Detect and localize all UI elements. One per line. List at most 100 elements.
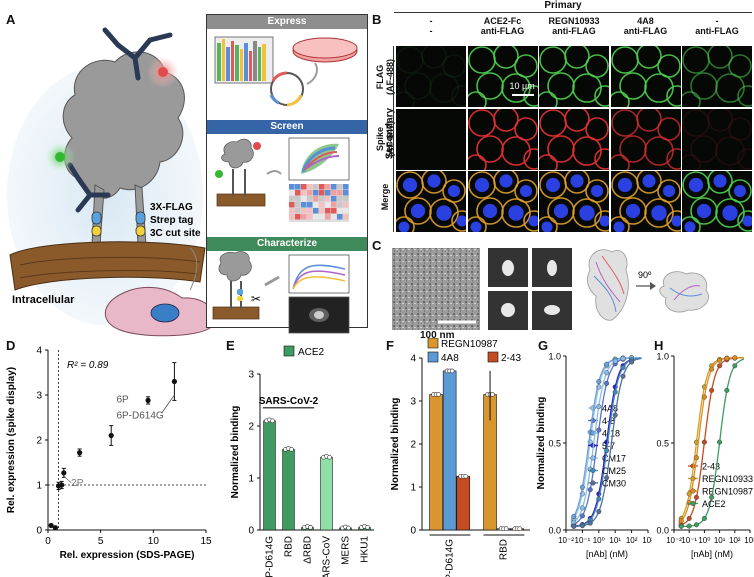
category-label: MERS xyxy=(341,536,352,565)
scalebar-label: 10 µm xyxy=(509,81,535,91)
x-tick-label: 10⁻¹ xyxy=(575,536,591,545)
legend-label: 5-7 xyxy=(602,441,615,451)
heatmap-cell xyxy=(337,184,343,190)
cell-membrane xyxy=(442,54,466,78)
cell-membrane xyxy=(585,179,609,203)
heatmap-cell xyxy=(337,208,343,214)
nucleus xyxy=(498,174,513,188)
cell-membrane xyxy=(564,108,590,132)
data-point xyxy=(48,522,54,529)
heatmap-cell xyxy=(307,208,313,214)
legend-label: REGN10933 xyxy=(702,474,753,484)
heatmap-cell xyxy=(331,202,337,208)
nucleus xyxy=(713,174,727,188)
tag-label-3c: 3C cut site xyxy=(150,228,201,239)
cell-membrane xyxy=(404,72,432,100)
data-point xyxy=(604,380,610,386)
cell-membrane xyxy=(572,135,602,166)
cell-membrane xyxy=(707,108,733,132)
category-label: 6P-D614G xyxy=(265,536,276,577)
workflow-express-header: Express xyxy=(207,15,367,29)
heatmap-cell xyxy=(307,184,313,190)
nucleus xyxy=(470,221,481,232)
data-point xyxy=(629,359,635,365)
heatmap-cell xyxy=(331,184,337,190)
cell-membrane xyxy=(451,85,466,107)
cell-membrane xyxy=(467,153,487,170)
nucleus xyxy=(447,184,461,198)
data-point xyxy=(693,455,699,461)
category-label: SARS-CoV xyxy=(322,536,333,577)
intracellular-label: Intracellular xyxy=(12,294,75,306)
data-point xyxy=(693,522,699,528)
cell-membrane xyxy=(564,171,590,194)
heatmap-cell xyxy=(301,214,307,220)
nucleus xyxy=(662,184,675,198)
heatmap-cell xyxy=(337,214,343,220)
heatmap-cell xyxy=(301,202,307,208)
heatmap-cell xyxy=(301,196,307,202)
legend-label: REGN10987 xyxy=(441,339,498,350)
heatmap-cell xyxy=(301,208,307,214)
nucleus xyxy=(688,177,704,193)
panel-letter-d: D xyxy=(6,338,16,353)
x-tick-label: 10⁻² xyxy=(558,536,574,545)
point-leader-d614g xyxy=(161,394,175,414)
cell-membrane xyxy=(513,179,538,203)
panel-letter-g: G xyxy=(538,338,549,353)
micrograph-tile xyxy=(467,108,538,170)
column-label-top: - xyxy=(715,16,719,26)
cell-membrane xyxy=(594,147,609,170)
secondary-row-label: Merge xyxy=(380,172,390,222)
cell-membrane xyxy=(682,216,701,232)
x-tick-label: 10⁰ xyxy=(698,536,710,545)
heatmap-cell xyxy=(331,196,337,202)
cell-membrane xyxy=(643,135,674,166)
cell-membrane xyxy=(707,46,733,69)
legend-marker xyxy=(690,500,696,506)
panel-letter-f: F xyxy=(386,338,394,353)
micrograph-tile xyxy=(539,46,609,107)
heatmap-cell xyxy=(289,214,295,220)
heatmap-cell xyxy=(301,184,307,190)
nucleus xyxy=(696,203,712,219)
data-point xyxy=(612,358,618,364)
workflow-characterize-header: Characterize xyxy=(207,237,367,251)
cell-membrane xyxy=(618,72,647,100)
category-label: ΔRBD xyxy=(303,536,314,564)
y-tick-label: 4 xyxy=(36,346,42,357)
cell-membrane xyxy=(610,91,630,107)
cell-membrane xyxy=(539,216,558,232)
nucleus xyxy=(456,215,466,227)
heatmap-cell xyxy=(313,190,319,196)
nucleus xyxy=(570,174,584,188)
bar xyxy=(263,420,276,531)
point-leader-2p xyxy=(63,475,72,484)
data-point xyxy=(620,373,626,379)
data-point xyxy=(724,387,730,393)
heatmap-cell xyxy=(295,214,301,220)
heatmap-cell xyxy=(319,190,325,196)
heatmap-cell xyxy=(343,196,349,202)
cell-membrane xyxy=(547,72,575,100)
category-label: HKU1 xyxy=(360,536,371,563)
cell-membrane xyxy=(690,72,718,100)
cell-membrane xyxy=(396,216,415,232)
heatmap-cell xyxy=(289,208,295,214)
category-label: RBD xyxy=(284,536,295,557)
data-point xyxy=(717,357,723,363)
cell-membrane xyxy=(635,108,662,132)
data-point xyxy=(77,450,83,456)
cell-membrane xyxy=(643,198,674,228)
heatmap-cell xyxy=(319,184,325,190)
cell-membrane xyxy=(547,134,575,163)
cell-membrane xyxy=(522,210,538,232)
panel-e-chart: 0 1 2 3 Normalized binding ACE2 6P-D614G RBD ΔRB… xyxy=(230,345,374,577)
x-tick-label: 0 xyxy=(45,536,51,547)
micrograph-tile xyxy=(610,171,681,232)
legend-swatch xyxy=(283,345,295,357)
data-point xyxy=(686,523,692,529)
y-tick-label: 0.5 xyxy=(548,439,561,449)
tile-background xyxy=(682,108,752,170)
legend-label: CM30 xyxy=(602,479,626,489)
